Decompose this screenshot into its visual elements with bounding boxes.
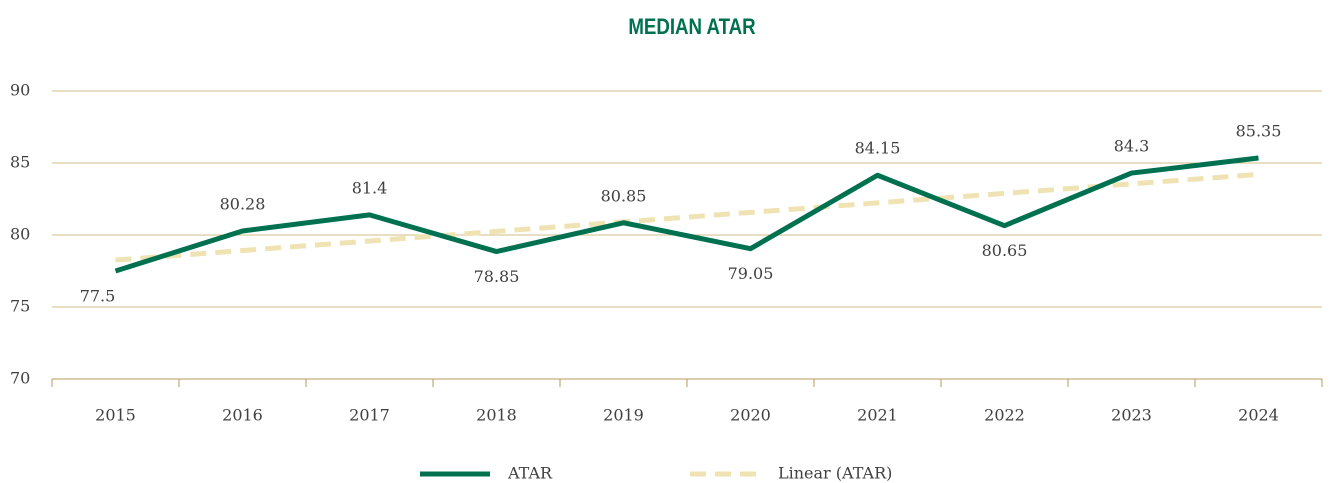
data-label: 85.35: [1236, 121, 1282, 140]
x-tick-label: 2017: [349, 406, 390, 425]
data-label: 80.65: [982, 241, 1028, 260]
legend-label: Linear (ATAR): [778, 464, 892, 483]
data-label: 80.28: [220, 194, 266, 213]
data-label: 77.5: [80, 287, 116, 306]
y-tick-label: 75: [10, 297, 30, 316]
trend-line: [115, 171, 1259, 263]
chart-title: MEDIAN ATAR: [628, 15, 756, 39]
data-label: 84.3: [1114, 137, 1150, 156]
y-tick-label: 80: [10, 225, 30, 244]
x-tick-label: 2020: [730, 406, 771, 425]
x-tick-label: 2016: [222, 406, 263, 425]
y-tick-label: 70: [10, 369, 30, 388]
y-tick-label: 85: [10, 153, 30, 172]
y-tick-label: 90: [10, 81, 30, 100]
line: [114, 155, 1259, 274]
x-tick-label: 2018: [476, 406, 517, 425]
x-tick-label: 2024: [1238, 406, 1279, 425]
x-tick-label: 2023: [1111, 406, 1152, 425]
data-label: 80.85: [601, 186, 647, 205]
x-tick-label: 2019: [603, 406, 644, 425]
data-label: 78.85: [474, 267, 520, 286]
x-tick-label: 2022: [984, 406, 1025, 425]
data-label: 79.05: [728, 264, 774, 283]
data-label: 84.15: [855, 139, 901, 158]
x-tick-label: 2015: [95, 406, 136, 425]
legend-label: ATAR: [507, 464, 553, 483]
x-tick-label: 2021: [857, 406, 898, 425]
data-label: 81.4: [352, 178, 388, 197]
